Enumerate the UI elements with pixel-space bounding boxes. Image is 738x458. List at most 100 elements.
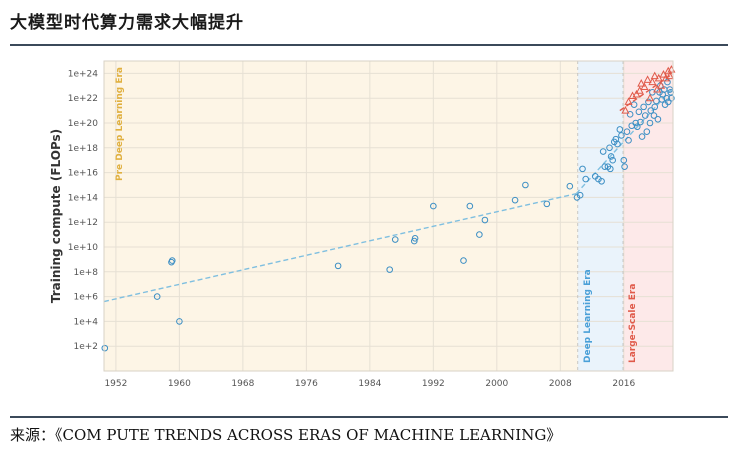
data-point-circle <box>664 78 671 86</box>
y-axis-label: Training compute (FLOPs) <box>49 129 63 303</box>
y-tick-label: 1e+14 <box>68 193 99 203</box>
x-tick-label: 2000 <box>485 379 508 389</box>
x-tick-label: 2016 <box>612 379 635 389</box>
y-tick-label: 1e+4 <box>73 317 98 327</box>
x-tick-label: 2008 <box>549 379 572 389</box>
page-title: 大模型时代算力需求大幅提升 <box>10 13 244 33</box>
era-label-0: Pre Deep Learning Era <box>115 67 125 181</box>
data-point-circle <box>626 111 634 118</box>
data-point-triangle <box>643 75 652 83</box>
data-point-triangle <box>645 93 655 102</box>
data-point-circle <box>582 175 590 183</box>
data-point-circle <box>386 266 393 273</box>
y-tick-label: 1e+20 <box>68 119 99 129</box>
y-tick-label: 1e+16 <box>68 169 99 179</box>
x-tick-label: 1992 <box>422 379 445 389</box>
data-point-circle <box>621 163 628 170</box>
data-point-triangle <box>621 106 630 114</box>
data-point-circle <box>153 293 161 300</box>
data-point-triangle <box>657 81 666 89</box>
data-point-circle <box>637 118 644 126</box>
data-point-circle <box>566 182 574 190</box>
data-point-circle <box>623 128 631 135</box>
compute-trends-chart: Pre Deep Learning Era Deep Learning Era La… <box>49 60 676 389</box>
data-point-circle <box>614 140 621 148</box>
trend-line <box>103 192 577 303</box>
header-rule <box>10 44 728 46</box>
x-tick-label: 1976 <box>295 379 318 389</box>
y-tick-label: 1e+18 <box>68 144 99 154</box>
y-tick-label: 1e+2 <box>73 342 98 352</box>
data-point-circle <box>607 153 615 160</box>
data-point-circle <box>643 128 651 135</box>
data-point-circle <box>606 144 613 152</box>
data-point-circle <box>668 94 675 102</box>
data-point-circle <box>168 257 176 264</box>
data-point-circle <box>511 196 519 204</box>
data-point-circle <box>651 103 659 111</box>
data-point-triangle <box>650 71 659 80</box>
data-point-circle <box>476 231 483 238</box>
era-band-0 <box>104 61 578 371</box>
data-point-circle <box>632 119 640 127</box>
data-point-circle <box>599 148 607 155</box>
y-tick-label: 1e+10 <box>68 243 99 253</box>
data-point-circle <box>625 137 632 144</box>
data-point-circle <box>410 237 418 245</box>
era-label-1: Deep Learning Era <box>583 269 593 363</box>
era-band-2 <box>623 61 673 371</box>
x-tick-label: 1960 <box>168 379 191 389</box>
data-point-circle <box>618 132 625 139</box>
data-point-circle <box>650 112 658 119</box>
data-point-circle <box>609 156 616 164</box>
data-point-triangle <box>654 73 663 82</box>
data-point-circle <box>430 202 437 210</box>
y-tick-label: 1e+12 <box>68 218 98 228</box>
data-point-circle <box>466 202 474 210</box>
y-tick-label: 1e+22 <box>68 94 98 104</box>
data-point-circle <box>411 235 419 242</box>
data-point-circle <box>641 112 649 119</box>
data-point-circle <box>638 133 646 140</box>
data-point-circle <box>664 98 672 106</box>
data-point-circle <box>647 107 655 114</box>
data-point-circle <box>543 200 551 208</box>
data-point-circle <box>633 123 641 131</box>
data-point-triangle <box>632 89 641 98</box>
data-point-triangle <box>648 77 657 86</box>
data-point-circle <box>481 216 489 224</box>
data-point-circle <box>645 98 652 106</box>
data-point-triangle <box>665 71 674 80</box>
data-point-circle <box>663 94 670 102</box>
source-text: 来源：《COM PUTE TRENDS ACROSS ERAS OF MACHI… <box>10 426 562 444</box>
data-point-triangle <box>640 82 649 91</box>
data-point-circle <box>620 156 628 164</box>
x-tick-label: 1968 <box>231 379 254 389</box>
era-label-2: Large-Scale Era <box>628 284 638 363</box>
footer-rule <box>10 416 728 418</box>
data-point-triangle <box>653 84 662 93</box>
x-tick-label: 1984 <box>358 379 381 389</box>
data-point-circle <box>616 126 624 133</box>
data-point-circle <box>598 177 605 185</box>
data-point-circle <box>522 181 529 189</box>
data-point-circle <box>601 163 609 170</box>
y-tick-label: 1e+6 <box>73 293 98 303</box>
data-point-triangle <box>624 97 633 105</box>
x-tick-label: 1952 <box>104 379 127 389</box>
data-point-circle <box>607 165 614 173</box>
data-point-triangle <box>635 86 644 94</box>
data-point-circle <box>176 318 183 325</box>
data-point-circle <box>460 257 467 264</box>
data-point-circle <box>576 191 584 199</box>
data-point-circle <box>658 96 666 103</box>
plot-frame <box>103 60 674 372</box>
y-tick-label: 1e+8 <box>73 268 98 278</box>
data-point-triangle <box>637 79 646 87</box>
data-point-circle <box>635 108 643 116</box>
data-point-circle <box>654 115 662 123</box>
data-point-triangle <box>664 66 673 75</box>
y-tick-label: 1e+24 <box>68 69 99 79</box>
era-band-1 <box>577 61 624 371</box>
data-point-circle <box>640 103 647 111</box>
